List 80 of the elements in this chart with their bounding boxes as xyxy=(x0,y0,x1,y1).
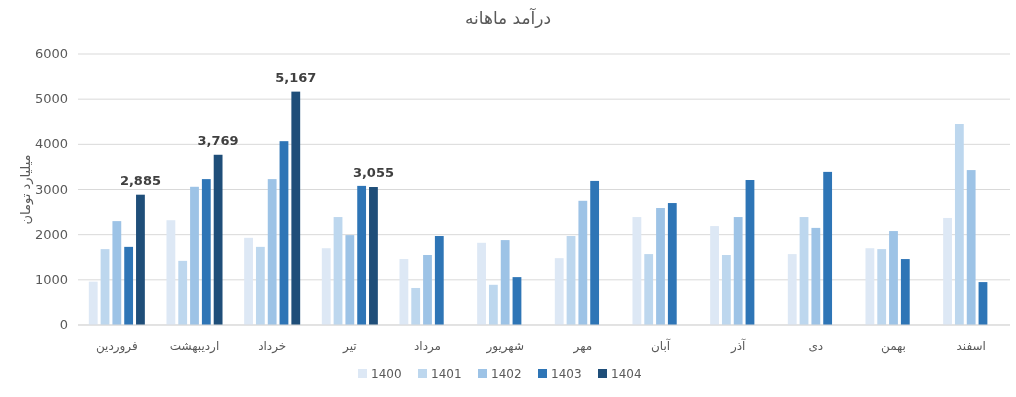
bar xyxy=(112,221,122,325)
bar xyxy=(578,200,588,325)
bar xyxy=(255,246,265,325)
x-tick-label: شهریور xyxy=(485,339,524,354)
bar xyxy=(88,281,98,325)
bar xyxy=(877,249,887,325)
bar xyxy=(500,240,510,325)
bar xyxy=(721,254,731,325)
y-tick-label: 0 xyxy=(59,317,68,332)
bar xyxy=(787,254,797,325)
bar xyxy=(865,248,875,325)
bar xyxy=(900,259,910,325)
bar xyxy=(411,287,421,325)
bar xyxy=(667,203,677,325)
legend-label: 1401 xyxy=(431,367,462,381)
bar xyxy=(178,260,188,325)
bar xyxy=(733,217,743,325)
x-tick-label: اردیبهشت xyxy=(169,339,220,354)
legend-label: 1400 xyxy=(371,367,402,381)
bar xyxy=(279,141,289,325)
x-tick-label: آذر xyxy=(729,338,747,354)
legend-label: 1402 xyxy=(491,367,522,381)
bar xyxy=(201,179,211,325)
y-tick-label: 1000 xyxy=(34,271,68,287)
bar xyxy=(632,217,642,325)
data-label: 2,885 xyxy=(119,172,162,188)
bar xyxy=(190,186,199,325)
data-label: 3,769 xyxy=(197,132,239,148)
bar xyxy=(100,249,110,325)
bar xyxy=(799,217,809,325)
x-tick-label: بهمن xyxy=(881,339,906,354)
y-tick-label: 2000 xyxy=(34,226,68,242)
bar xyxy=(321,248,331,325)
bar xyxy=(554,258,564,325)
x-tick-label: دی xyxy=(808,339,824,353)
bar xyxy=(889,231,898,325)
x-tick-label: مرداد xyxy=(413,339,442,354)
chart-title: درآمد ماهانه xyxy=(464,7,552,28)
x-tick-label: آبان xyxy=(650,338,671,353)
bar xyxy=(369,187,378,325)
x-tick-label: تیر xyxy=(342,339,357,354)
bar xyxy=(566,236,576,325)
legend-label: 1404 xyxy=(611,367,642,381)
bar xyxy=(267,179,277,325)
bar xyxy=(710,226,719,325)
bar xyxy=(656,208,665,325)
bar xyxy=(644,254,654,325)
y-tick-label: 3000 xyxy=(34,181,68,197)
bar xyxy=(291,91,301,325)
x-tick-label: اسفند xyxy=(956,339,986,353)
bar xyxy=(823,171,833,325)
x-tick-label: خرداد xyxy=(258,339,287,354)
bar xyxy=(943,217,952,325)
bar xyxy=(590,180,600,325)
data-label: 5,167 xyxy=(275,69,317,85)
data-label: 3,055 xyxy=(352,165,395,181)
bar xyxy=(811,227,821,325)
x-tick-label: مهر xyxy=(572,339,593,354)
bar xyxy=(166,220,176,325)
bar xyxy=(136,194,145,325)
bar xyxy=(345,235,355,325)
bar xyxy=(399,259,409,325)
bar xyxy=(434,236,444,325)
legend-label: 1403 xyxy=(551,367,582,381)
bar xyxy=(357,185,367,325)
bar xyxy=(244,237,253,325)
bar xyxy=(477,242,486,325)
bar xyxy=(966,170,976,325)
x-tick-label: فروردین xyxy=(95,339,138,354)
bar xyxy=(488,284,498,325)
y-tick-label: 5000 xyxy=(34,91,68,107)
bar xyxy=(213,154,223,325)
y-tick-label: 6000 xyxy=(34,46,68,61)
bar xyxy=(124,246,134,325)
bar xyxy=(954,124,964,325)
bar xyxy=(423,254,432,325)
y-axis-title: میلیارد تومان xyxy=(18,154,34,225)
y-tick-label: 4000 xyxy=(34,136,68,152)
bar xyxy=(333,217,343,325)
bar xyxy=(745,180,755,325)
